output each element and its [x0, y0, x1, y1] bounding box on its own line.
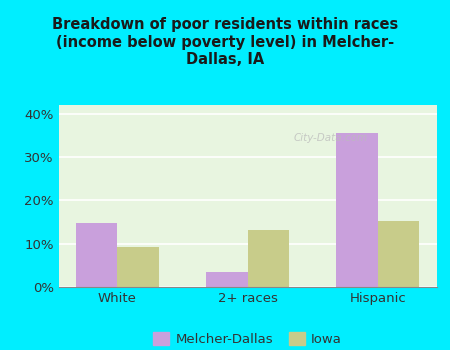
Legend: Melcher-Dallas, Iowa: Melcher-Dallas, Iowa	[148, 326, 347, 350]
Bar	[336, 133, 378, 287]
Bar	[117, 247, 159, 287]
Bar	[378, 221, 419, 287]
Text: City-Data.com: City-Data.com	[293, 133, 368, 143]
Bar	[248, 230, 289, 287]
Text: Breakdown of poor residents within races
(income below poverty level) in Melcher: Breakdown of poor residents within races…	[52, 18, 398, 67]
Bar	[76, 223, 117, 287]
Bar	[206, 272, 248, 287]
